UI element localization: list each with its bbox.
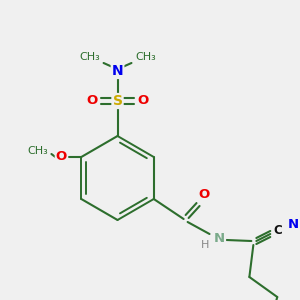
Text: O: O [56,151,67,164]
Text: N: N [288,218,299,232]
Text: O: O [198,188,209,202]
Text: O: O [138,94,149,107]
Text: CH₃: CH₃ [79,52,100,62]
Text: C: C [273,224,282,238]
Text: H: H [201,240,210,250]
Text: N: N [112,64,123,78]
Text: CH₃: CH₃ [135,52,156,62]
Text: CH₃: CH₃ [27,146,48,156]
Text: S: S [112,94,122,108]
Text: N: N [214,232,225,245]
Text: O: O [86,94,97,107]
